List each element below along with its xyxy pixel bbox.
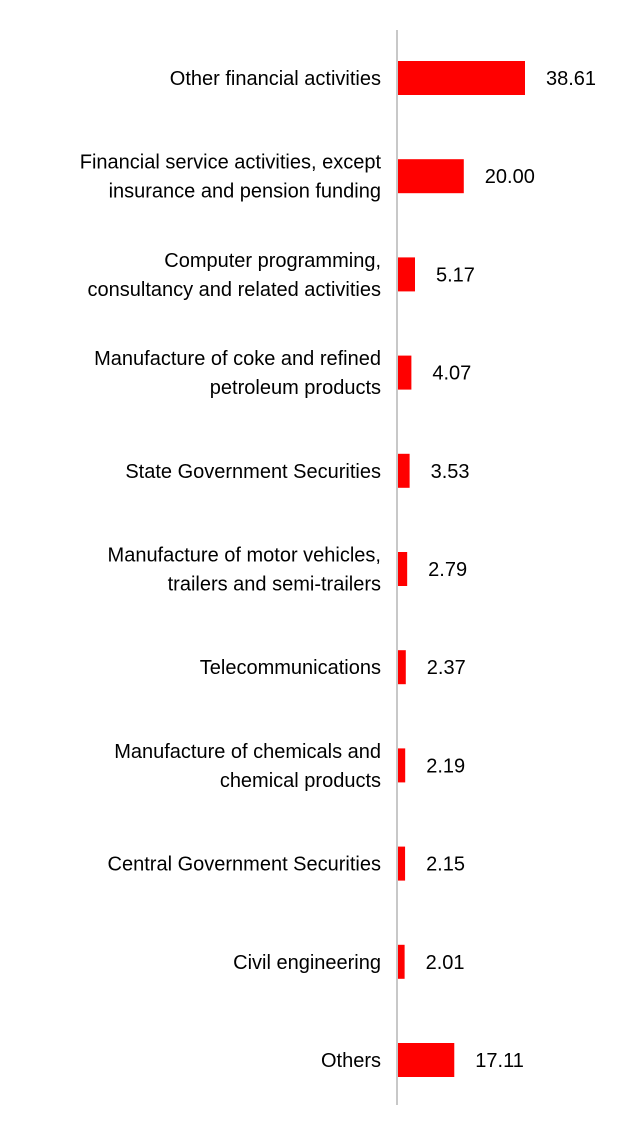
- value-label: 5.17: [436, 264, 475, 286]
- bar: [398, 61, 525, 95]
- category-label: Manufacture of coke and refined: [94, 348, 381, 370]
- bar: [398, 257, 416, 292]
- bar: [398, 159, 464, 194]
- bar: [398, 944, 405, 979]
- bar: [398, 1043, 455, 1077]
- category-label: State Government Securities: [125, 461, 381, 483]
- value-label: 20.00: [485, 166, 535, 188]
- category-label: Civil engineering: [233, 952, 381, 974]
- value-label: 2.37: [427, 657, 466, 679]
- category-label: petroleum products: [210, 377, 381, 399]
- value-label: 2.15: [426, 854, 465, 876]
- value-label: 17.11: [475, 1050, 524, 1072]
- value-label: 2.79: [428, 559, 467, 581]
- category-label: chemical products: [220, 770, 381, 792]
- category-label: Other financial activities: [170, 68, 381, 90]
- category-label: Central Government Securities: [108, 854, 381, 876]
- value-label: 4.07: [432, 363, 471, 385]
- bar: [398, 748, 406, 783]
- category-label: Computer programming,: [164, 250, 381, 272]
- value-label: 3.53: [431, 461, 470, 483]
- category-label: Others: [321, 1050, 381, 1072]
- bar: [398, 650, 406, 685]
- category-label: insurance and pension funding: [109, 181, 381, 203]
- category-label: consultancy and related activities: [88, 279, 382, 301]
- value-label: 38.61: [546, 68, 596, 90]
- value-label: 2.19: [426, 755, 465, 777]
- bar: [398, 355, 412, 390]
- bar: [398, 552, 408, 586]
- category-label: Manufacture of motor vehicles,: [108, 545, 381, 567]
- value-label: 2.01: [426, 952, 465, 974]
- category-label: Telecommunications: [200, 657, 381, 679]
- category-label: trailers and semi-trailers: [168, 574, 381, 596]
- bar: [398, 846, 406, 881]
- bar: [398, 453, 410, 488]
- category-label: Financial service activities, except: [80, 152, 382, 174]
- category-label: Manufacture of chemicals and: [114, 741, 381, 763]
- chart-rows: 38.61 Other financial activities 20.00 Fina…: [80, 61, 596, 1077]
